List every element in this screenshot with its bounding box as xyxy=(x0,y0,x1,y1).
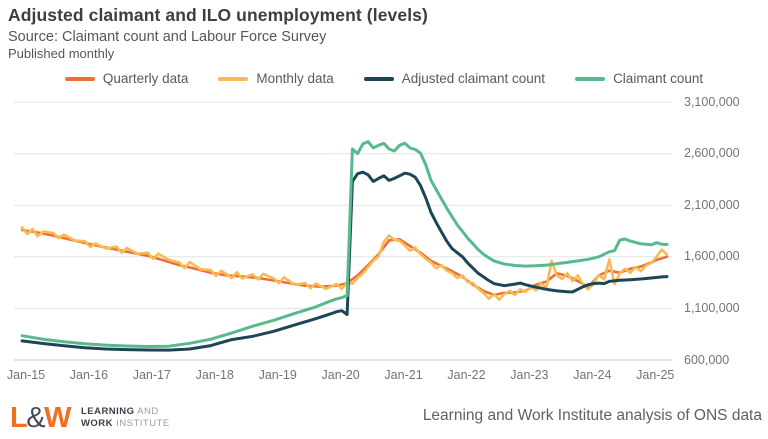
x-tick-label: Jan-17 xyxy=(132,368,171,382)
x-tick-label: Jan-19 xyxy=(258,368,297,382)
x-tick-label: Jan-16 xyxy=(69,368,109,382)
logo-line-2: WORK INSTITUTE xyxy=(80,418,170,429)
y-tick-label: 1,100,000 xyxy=(684,300,740,315)
series-line-adjusted-claimant-count xyxy=(20,170,669,352)
chart-frequency-note: Published monthly xyxy=(8,46,115,61)
page-title: Adjusted claimant and ILO unemployment (… xyxy=(8,5,428,25)
x-tick-label: Jan-25 xyxy=(636,368,675,382)
x-tick-label: Jan-23 xyxy=(510,368,549,382)
legend-item-claimant-count: Claimant count xyxy=(575,71,703,86)
chart-source-subtitle: Source: Claimant count and Labour Force … xyxy=(8,29,327,45)
legend: Quarterly data Monthly data Adjusted cla… xyxy=(0,71,768,86)
y-tick-label: 3,100,000 xyxy=(684,94,740,109)
x-tick-label: Jan-22 xyxy=(447,368,486,382)
x-tick-label: Jan-15 xyxy=(6,368,46,382)
y-tick-label: 600,000 xyxy=(684,352,730,367)
legend-label-quarterly: Quarterly data xyxy=(102,71,189,86)
legend-item-quarterly-data: Quarterly data xyxy=(64,71,189,86)
lw-logo-wordmark: LEARNING AND WORK INSTITUTE xyxy=(77,406,170,430)
y-tick-label: 1,600,000 xyxy=(684,249,740,264)
legend-item-monthly-data: Monthly data xyxy=(218,71,334,86)
footer: L&W LEARNING AND WORK INSTITUTE Learning… xyxy=(0,395,768,435)
legend-item-adjusted-claimant-count: Adjusted claimant count xyxy=(363,71,546,86)
series-line-claimant-count xyxy=(20,140,669,348)
legend-swatch-adjusted-icon xyxy=(363,76,394,81)
attribution-text: Learning and Work Institute analysis of … xyxy=(422,407,762,424)
legend-label-claimant: Claimant count xyxy=(613,71,704,86)
y-tick-label: 2,100,000 xyxy=(684,197,740,212)
lw-logo-mark: L&W xyxy=(10,402,71,434)
x-tick-label: Jan-20 xyxy=(321,368,360,382)
legend-label-adjusted: Adjusted claimant count xyxy=(401,71,546,86)
legend-swatch-claimant-icon xyxy=(575,76,606,81)
legend-label-monthly: Monthly data xyxy=(256,71,334,86)
chart-header: Adjusted claimant and ILO unemployment (… xyxy=(8,5,428,61)
x-axis-labels: Jan-15 Jan-16 Jan-17 Jan-18 Jan-19 Jan-20 Jan-… xyxy=(0,368,768,384)
x-tick-label: Jan-24 xyxy=(573,368,612,382)
legend-swatch-monthly-icon xyxy=(218,76,249,81)
legend-swatch-quarterly-icon xyxy=(64,76,95,81)
lw-logo: L&W LEARNING AND WORK INSTITUTE xyxy=(10,404,170,433)
ampersand-glyph: & xyxy=(26,402,45,434)
y-tick-label: 2,600,000 xyxy=(684,146,740,161)
x-tick-label: Jan-21 xyxy=(384,368,423,382)
x-tick-label: Jan-18 xyxy=(195,368,234,382)
logo-line-1: LEARNING AND xyxy=(80,406,159,418)
series-line-monthly-data xyxy=(20,226,669,301)
